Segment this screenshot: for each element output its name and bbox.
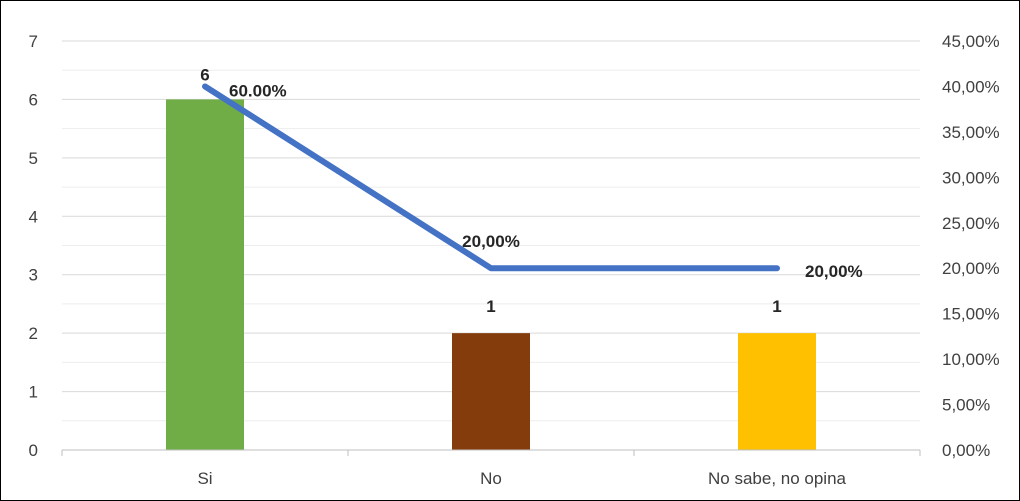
right-axis-tick-label: 45,00% — [942, 32, 1000, 51]
right-axis-tick-label: 5,00% — [942, 396, 990, 415]
category-label: Si — [197, 469, 212, 488]
data-labels: 6 1 1 60.00% 20,00% 20,00% — [200, 65, 862, 316]
bar-data-label: 1 — [772, 297, 781, 316]
category-label: No — [480, 469, 502, 488]
category-label: No sabe, no opina — [708, 469, 847, 488]
bar-series — [166, 99, 816, 450]
bar-1 — [452, 333, 530, 450]
bar-0 — [166, 99, 244, 450]
left-axis-tick-label: 5 — [29, 149, 38, 168]
right-axis-tick-label: 30,00% — [942, 168, 1000, 187]
line-series — [202, 83, 780, 272]
bar-data-label: 6 — [200, 65, 209, 84]
line-data-label: 20,00% — [805, 262, 863, 281]
right-axis-tick-label: 25,00% — [942, 214, 1000, 233]
right-axis-tick-label: 35,00% — [942, 123, 1000, 142]
left-axis-tick-label: 0 — [29, 441, 38, 460]
right-axis-tick-label: 40,00% — [942, 77, 1000, 96]
left-axis-tick-label: 3 — [29, 266, 38, 285]
left-axis-tick-label: 1 — [29, 383, 38, 402]
line-data-label: 20,00% — [462, 232, 520, 251]
right-axis-tick-label: 10,00% — [942, 350, 1000, 369]
category-labels: Si No No sabe, no opina — [197, 469, 846, 488]
line-data-label: 60.00% — [229, 81, 287, 100]
bar-data-label: 1 — [486, 297, 495, 316]
x-axis — [61, 449, 921, 456]
right-axis-tick-label: 15,00% — [942, 305, 1000, 324]
left-axis-tick-label: 6 — [29, 90, 38, 109]
left-axis-tick-label: 7 — [29, 32, 38, 51]
right-axis-tick-label: 20,00% — [942, 259, 1000, 278]
right-axis-ticks: 0,00% 5,00% 10,00% 15,00% 20,00% 25,00% 30,00%… — [942, 32, 1000, 460]
right-axis-tick-label: 0,00% — [942, 441, 990, 460]
left-axis-tick-label: 2 — [29, 324, 38, 343]
bar-2 — [738, 333, 816, 450]
left-axis-tick-label: 4 — [29, 207, 38, 226]
line-series-path — [202, 83, 780, 272]
left-axis-ticks: 0 1 2 3 4 5 6 7 — [29, 32, 38, 460]
